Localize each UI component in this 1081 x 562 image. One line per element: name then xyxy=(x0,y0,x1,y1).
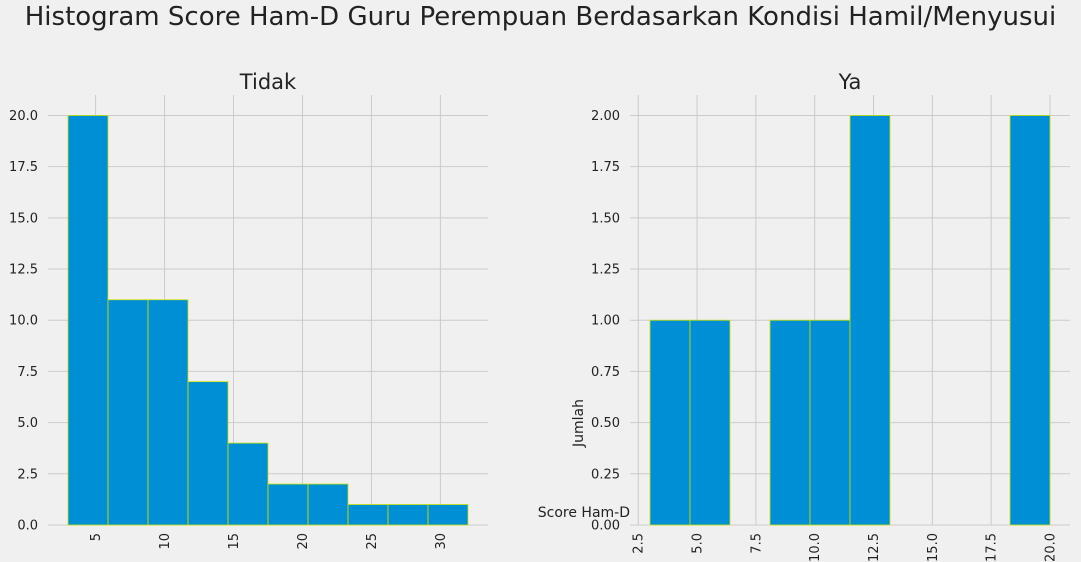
x-tick-label: 5 xyxy=(89,533,104,541)
y-tick-label: 0.00 xyxy=(591,519,620,534)
histogram-bar xyxy=(347,504,389,526)
histogram-bar xyxy=(1009,115,1051,526)
x-tick-label: 7.5 xyxy=(749,533,764,554)
histogram-bar xyxy=(427,504,469,526)
histogram-bar xyxy=(107,299,149,526)
y-tick-label: 1.50 xyxy=(591,211,620,226)
histogram-bar xyxy=(307,483,349,526)
histogram-bar xyxy=(67,115,109,526)
y-tick-label: 15.0 xyxy=(9,211,38,226)
y-tick-label: 0.50 xyxy=(591,416,620,431)
histogram-bar xyxy=(387,504,429,526)
x-tick-label: 10.0 xyxy=(808,533,823,562)
x-axis-label: Score Ham-D xyxy=(538,505,630,521)
subplot-title: Ya xyxy=(838,70,862,94)
y-tick-label: 7.5 xyxy=(17,365,38,380)
y-tick-label: 20.0 xyxy=(9,109,38,124)
histogram-bar xyxy=(689,319,731,526)
histogram-bar xyxy=(649,319,691,526)
y-tick-label: 0.0 xyxy=(17,519,38,534)
x-tick-label: 17.5 xyxy=(985,533,1000,562)
y-tick-label: 2.00 xyxy=(591,109,620,124)
x-tick-label: 5.0 xyxy=(691,533,706,554)
histogram-bar xyxy=(809,319,851,526)
y-tick-label: 2.5 xyxy=(17,467,38,482)
x-tick-label: 10 xyxy=(158,533,173,550)
y-tick-label: 12.5 xyxy=(9,263,38,278)
y-tick-label: 0.25 xyxy=(591,467,620,482)
x-tick-label: 12.5 xyxy=(867,533,882,562)
y-tick-label: 1.25 xyxy=(591,263,620,278)
x-tick-label: 15.0 xyxy=(926,533,941,562)
y-tick-label: 10.0 xyxy=(9,314,38,329)
histogram-bar xyxy=(849,115,891,526)
subplot-title: Tidak xyxy=(239,70,297,94)
histogram-bar xyxy=(267,483,309,526)
x-tick-label: 20 xyxy=(296,533,311,550)
y-tick-label: 1.00 xyxy=(591,314,620,329)
x-tick-label: 25 xyxy=(365,533,380,550)
chart-1: 0.0 2.5 5.0 7.5 10.0 12.5 15.0 17.5 20.0 5 10 15 20 2… xyxy=(9,70,488,550)
histogram-bar xyxy=(187,381,229,526)
figure-title: Histogram Score Ham-D Guru Perempuan Ber… xyxy=(24,2,1057,32)
y-tick-label: 17.5 xyxy=(9,160,38,175)
chart-2: 0.00 0.25 0.50 0.75 1.00 1.25 1.50 1.75 2.00 2.5 5… xyxy=(538,70,1070,562)
y-tick-label: 1.75 xyxy=(591,160,620,175)
x-tick-label: 2.5 xyxy=(632,533,647,554)
histogram-bar xyxy=(147,299,189,526)
histogram-bar xyxy=(227,442,269,526)
y-axis-label: Jumlah xyxy=(571,399,587,448)
x-tick-label: 20.0 xyxy=(1044,533,1059,562)
x-tick-label: 30 xyxy=(434,533,449,550)
histogram-bar xyxy=(769,319,811,526)
y-tick-label: 5.0 xyxy=(17,416,38,431)
y-tick-label: 0.75 xyxy=(591,365,620,380)
x-tick-label: 15 xyxy=(227,533,242,550)
